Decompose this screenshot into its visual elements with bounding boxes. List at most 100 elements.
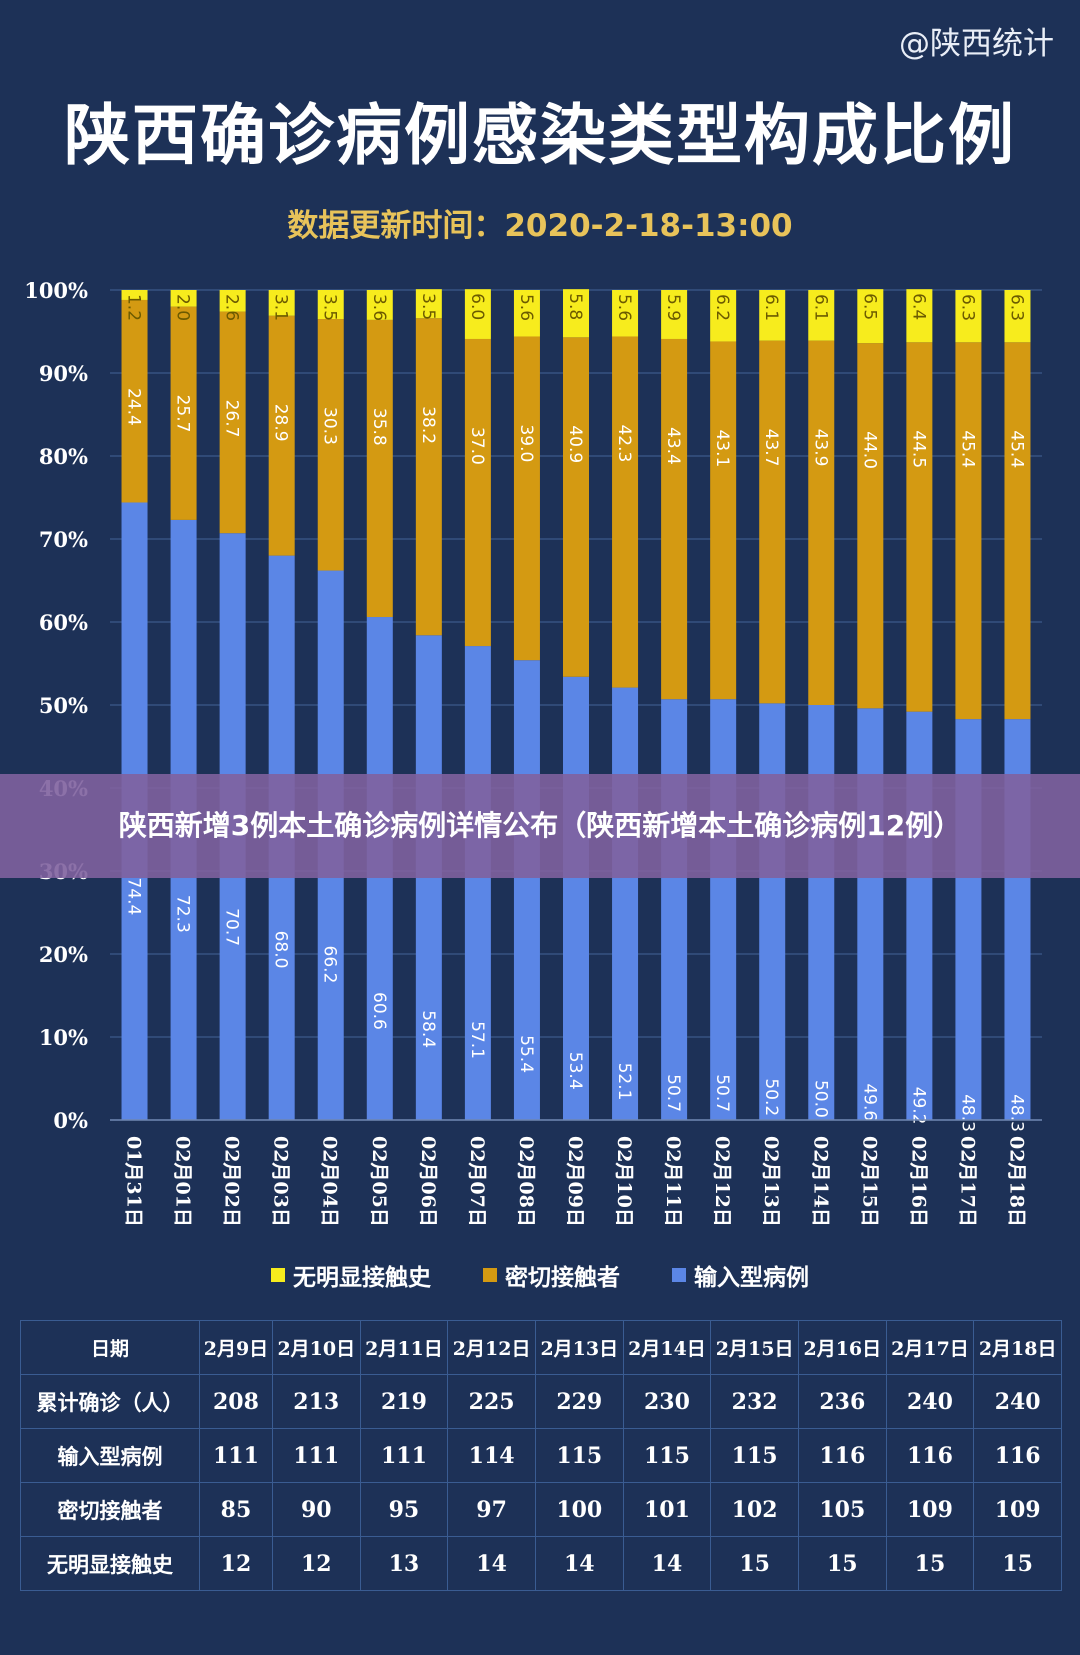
data-label: 6.1 (761, 294, 781, 321)
data-label: 50.0 (810, 1080, 830, 1118)
y-tick-label: 90% (39, 361, 88, 386)
chart-legend: 无明显接触史 密切接触者 输入型病例 (0, 1258, 1080, 1292)
bar-segment (759, 703, 786, 1120)
legend-item: 密切接触者 (483, 1258, 620, 1292)
headline-banner[interactable]: 陕西新增3例本土确诊病例详情公布（陕西新增本土确诊病例12例） (0, 774, 1080, 878)
data-label: 5.9 (663, 294, 683, 321)
table-cell: 230 (622, 1374, 712, 1429)
bar-segment (366, 290, 393, 320)
table-cell: 115 (622, 1428, 712, 1483)
x-tick-label: 02月06日 (417, 1136, 439, 1227)
data-label: 66.2 (320, 946, 340, 984)
table-cell: 13 (359, 1536, 449, 1591)
y-tick-label: 100% (24, 278, 88, 303)
update-time: 数据更新时间：2020-2-18-13:00 (287, 208, 793, 244)
data-label: 50.7 (663, 1074, 683, 1112)
data-label: 3.5 (320, 294, 340, 321)
table-cell: 229 (534, 1374, 624, 1429)
table-cell: 115 (534, 1428, 624, 1483)
data-label: 58.4 (418, 1010, 438, 1048)
table-cell: 116 (973, 1428, 1062, 1483)
y-tick-label: 70% (39, 527, 88, 552)
bar-segment (563, 289, 589, 338)
data-label: 26.7 (222, 400, 242, 438)
x-tick-label: 02月01日 (172, 1136, 194, 1227)
bar-segment (415, 318, 442, 636)
legend-item: 无明显接触史 (271, 1258, 431, 1292)
legend-label: 密切接触者 (505, 1265, 620, 1291)
bar-segment (317, 290, 344, 320)
data-label: 35.8 (369, 408, 389, 446)
table-row-label: 密切接触者 (20, 1482, 200, 1537)
table-header-cell: 2月16日 (797, 1320, 887, 1375)
table-cell: 240 (885, 1374, 975, 1429)
y-tick-label: 20% (39, 942, 88, 967)
headline-text[interactable]: 陕西新增3例本土确诊病例详情公布（陕西新增本土确诊病例12例） (118, 809, 962, 842)
table-cell: 116 (885, 1428, 975, 1483)
legend-item: 输入型病例 (672, 1258, 809, 1292)
data-label: 37.0 (467, 427, 487, 465)
bar-segment (857, 289, 884, 344)
table-cell: 115 (710, 1428, 799, 1483)
y-tick-label: 0% (53, 1108, 88, 1133)
table-cell: 100 (534, 1482, 624, 1537)
table-cell: 85 (199, 1482, 273, 1537)
y-tick-label: 60% (39, 610, 88, 635)
bar-segment (268, 315, 295, 556)
table-row: 密切接触者 85 90 95 97 100 101 102 105 109 10… (20, 1482, 1062, 1537)
data-label: 57.1 (467, 1021, 487, 1059)
table-cell: 219 (359, 1374, 449, 1429)
table-cell: 109 (973, 1482, 1062, 1537)
bar-segment (366, 319, 393, 618)
table-cell: 12 (271, 1536, 361, 1591)
data-label: 6.0 (467, 293, 487, 320)
bar-segment (219, 311, 246, 534)
bar-segment (955, 342, 982, 720)
bar-segment (955, 290, 982, 343)
bar-segment (219, 290, 246, 312)
data-label: 2.6 (222, 294, 242, 321)
table-row-label: 无明显接触史 (20, 1536, 200, 1591)
table-header-cell: 2月15日 (710, 1320, 799, 1375)
table-cell: 116 (797, 1428, 887, 1483)
table-cell: 14 (534, 1536, 624, 1591)
x-tick-label: 02月11日 (662, 1136, 684, 1227)
data-label: 49.6 (859, 1083, 879, 1121)
table-cell: 225 (447, 1374, 536, 1429)
data-label: 44.5 (908, 430, 928, 468)
data-label: 42.3 (614, 424, 634, 462)
table-header-cell: 2月13日 (534, 1320, 624, 1375)
table-header-cell: 2月18日 (973, 1320, 1062, 1375)
data-label: 2.0 (173, 294, 193, 321)
data-label: 50.7 (712, 1074, 732, 1112)
x-tick-label: 02月18日 (1005, 1136, 1027, 1227)
bar-segment (906, 342, 933, 712)
bar-segment (710, 699, 737, 1120)
data-label: 3.1 (271, 294, 291, 321)
table-cell: 111 (271, 1428, 361, 1483)
data-label: 43.9 (810, 429, 830, 467)
bar-segment (317, 319, 344, 571)
data-label: 55.4 (516, 1035, 536, 1073)
table-cell: 114 (447, 1428, 536, 1483)
data-label: 40.9 (565, 425, 585, 463)
bar-segment (808, 340, 835, 705)
bar-segment (857, 708, 884, 1120)
x-tick-label: 02月07日 (466, 1136, 488, 1227)
data-label: 6.5 (859, 293, 879, 320)
data-label: 25.7 (173, 395, 193, 433)
data-label: 3.6 (369, 294, 389, 321)
data-label: 74.4 (124, 877, 144, 915)
x-tick-label: 02月14日 (809, 1136, 831, 1227)
data-label: 5.6 (614, 294, 634, 321)
data-label: 24.4 (124, 388, 144, 426)
x-tick-label: 02月12日 (711, 1136, 733, 1227)
x-tick-label: 02月10日 (613, 1136, 635, 1227)
data-label: 44.0 (859, 431, 879, 469)
legend-label: 无明显接触史 (293, 1265, 431, 1291)
bar-segment (513, 290, 540, 337)
bar-segment (857, 343, 884, 709)
x-tick-label: 02月15日 (858, 1136, 880, 1227)
table-cell: 102 (710, 1482, 799, 1537)
bar-segment (513, 336, 540, 661)
